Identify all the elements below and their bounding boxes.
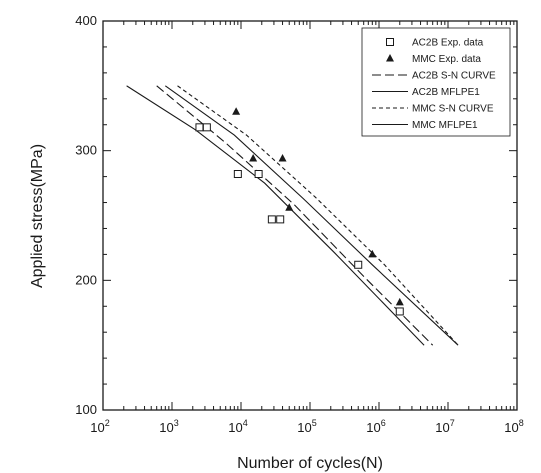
x-tick-label: 106 [366,418,385,435]
data-point [233,170,242,179]
data-point [368,249,377,258]
point-layer [195,107,404,316]
data-point [249,153,258,162]
series-line [126,85,425,346]
data-point [354,260,363,269]
legend-label: MMC MFLPE1 [412,120,478,131]
x-tick-label: 102 [90,418,109,435]
data-point [254,170,263,179]
y-axis-title: Applied stress(MPa) [29,144,46,288]
legend-label: MMC S-N CURVE [412,104,494,115]
y-tick-label: 300 [75,143,97,158]
legend-label: AC2B Exp. data [412,38,484,49]
legend-swatch [386,38,394,46]
legend-label: MMC Exp. data [412,54,481,65]
axis-ticks [102,20,518,411]
data-point [267,215,276,224]
legend: AC2B Exp. data MMC Exp. data AC2B S-N CURV… [361,27,511,137]
data-point [232,107,241,115]
x-tick-label: 108 [504,418,523,435]
data-point [278,153,287,162]
x-tick-labels: 102 103 104 105 106 107 108 [90,418,523,435]
series-line [177,85,459,346]
y-tick-label: 400 [75,13,97,28]
data-point [395,307,404,316]
data-point [195,123,204,132]
y-tick-label: 200 [75,272,97,287]
legend-label: AC2B S-N CURVE [412,71,496,82]
data-point [276,215,285,224]
data-point [202,123,211,132]
data-point [395,297,404,306]
x-axis-title: Number of cycles(N) [237,455,383,472]
y-tick-label: 100 [75,402,97,417]
series-line [164,85,459,346]
y-tick-labels: 100 200 300 400 [75,13,97,417]
data-point [285,203,294,211]
x-tick-label: 107 [435,418,454,435]
x-tick-label: 103 [159,418,178,435]
x-tick-label: 105 [297,418,316,435]
legend-label: AC2B MFLPE1 [412,87,480,98]
legend-swatch [386,54,394,62]
x-tick-label: 104 [228,418,247,435]
